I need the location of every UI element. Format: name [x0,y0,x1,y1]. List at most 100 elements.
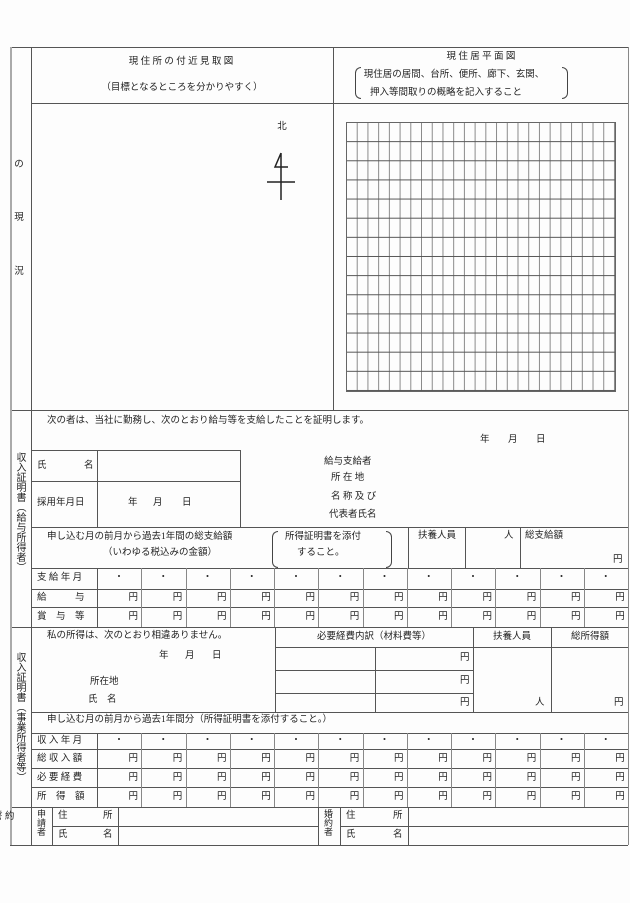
amount-cell[interactable]: 円 [570,754,581,764]
amount-cell[interactable]: 円 [438,593,448,603]
amount-cell[interactable]: 円 [570,612,581,622]
amount-cell[interactable]: 円 [349,792,360,802]
attach-note-2: すること。 [297,548,345,558]
month-cell[interactable]: ・ [246,573,257,583]
month-cell[interactable]: ・ [600,573,611,583]
month-cell[interactable]: ・ [512,736,522,746]
month-cell[interactable]: ・ [423,573,434,583]
map-subtitle: （目標となるところを分かりやすく） [101,83,263,93]
month-cell[interactable]: ・ [335,573,345,583]
amount-cell[interactable]: 円 [615,754,625,764]
amount-cell[interactable]: 円 [615,792,625,802]
month-cell[interactable]: ・ [379,573,390,583]
rule-line [407,733,408,807]
amount-cell[interactable]: 円 [216,612,227,622]
amount-cell[interactable]: 円 [570,593,581,603]
amount-cell[interactable]: 円 [128,593,138,603]
month-cell[interactable]: ・ [158,573,168,583]
amount-cell[interactable]: 円 [438,612,448,622]
amount-cell[interactable]: 円 [128,773,138,783]
amount-cell[interactable]: 円 [305,792,315,802]
amount-cell[interactable]: 円 [216,754,227,764]
month-cell[interactable]: ・ [246,736,257,746]
amount-cell[interactable]: 円 [261,773,271,783]
applicant-address-field[interactable] [119,808,317,825]
amount-cell[interactable]: 円 [482,593,492,603]
amount-cell[interactable]: 円 [349,754,360,764]
amount-cell[interactable]: 円 [349,773,360,783]
amount-cell[interactable]: 円 [615,612,625,622]
month-cell[interactable]: ・ [556,573,567,583]
amount-cell[interactable]: 円 [172,773,183,783]
employee-name-field[interactable] [98,451,239,480]
month-cell[interactable]: ・ [291,573,301,583]
amount-cell[interactable]: 円 [438,792,448,802]
amount-cell[interactable]: 円 [570,792,581,802]
month-cell[interactable]: ・ [468,573,478,583]
amount-cell[interactable]: 円 [526,773,537,783]
business-period-note: 申し込む月の前月から過去1年間分（所得証明書を添付すること。） [47,715,333,725]
month-cell[interactable]: ・ [202,573,213,583]
amount-cell[interactable]: 円 [393,792,404,802]
month-cell[interactable]: ・ [556,736,567,746]
amount-cell[interactable]: 円 [615,593,625,603]
month-cell[interactable]: ・ [335,736,345,746]
month-cell[interactable]: ・ [468,736,478,746]
month-cell[interactable]: ・ [158,736,168,746]
amount-cell[interactable]: 円 [526,754,537,764]
amount-cell[interactable]: 円 [526,593,537,603]
amount-cell[interactable]: 円 [482,792,492,802]
amount-cell[interactable]: 円 [216,773,227,783]
amount-cell[interactable]: 円 [349,612,360,622]
amount-cell[interactable]: 円 [172,612,183,622]
month-cell[interactable]: ・ [379,736,390,746]
amount-cell[interactable]: 円 [172,593,183,603]
amount-cell[interactable]: 円 [128,792,138,802]
fiance-label: 婚約者 [323,809,333,836]
amount-cell[interactable]: 円 [128,612,138,622]
amount-cell[interactable]: 円 [305,593,315,603]
amount-cell[interactable]: 円 [393,612,404,622]
amount-cell[interactable]: 円 [615,773,625,783]
amount-cell[interactable]: 円 [305,612,315,622]
floor-plan-grid[interactable] [346,122,616,392]
month-cell[interactable]: ・ [291,736,301,746]
amount-cell[interactable]: 円 [128,754,138,764]
amount-cell[interactable]: 円 [393,593,404,603]
amount-cell[interactable]: 円 [261,593,271,603]
amount-cell[interactable]: 円 [261,792,271,802]
amount-cell[interactable]: 円 [216,593,227,603]
amount-cell[interactable]: 円 [172,754,183,764]
month-cell[interactable]: ・ [600,736,611,746]
month-cell[interactable]: ・ [114,736,124,746]
amount-cell[interactable]: 円 [570,773,581,783]
applicant-name-field[interactable] [119,827,317,844]
amount-cell[interactable]: 円 [216,792,227,802]
fiance-name-field[interactable] [409,827,627,844]
amount-cell[interactable]: 円 [393,773,404,783]
amount-cell[interactable]: 円 [261,612,271,622]
rule-line [584,568,585,627]
fiance-address-field[interactable] [409,808,627,825]
amount-cell[interactable]: 円 [438,754,448,764]
amount-cell[interactable]: 円 [393,754,404,764]
amount-cell[interactable]: 円 [305,773,315,783]
rule-line [10,47,12,845]
month-cell[interactable]: ・ [202,736,213,746]
amount-cell[interactable]: 円 [482,773,492,783]
amount-cell[interactable]: 円 [172,792,183,802]
amount-cell[interactable]: 円 [526,792,537,802]
hire-date-label: 採用年月日 [37,498,85,508]
bracket-left [355,67,361,99]
amount-cell[interactable]: 円 [526,612,537,622]
amount-cell[interactable]: 円 [482,612,492,622]
amount-cell[interactable]: 円 [349,593,360,603]
amount-cell[interactable]: 円 [261,754,271,764]
amount-cell[interactable]: 円 [305,754,315,764]
month-cell[interactable]: ・ [423,736,434,746]
month-cell[interactable]: ・ [114,573,124,583]
month-cell[interactable]: ・ [512,573,522,583]
rule-line [584,733,585,807]
amount-cell[interactable]: 円 [482,754,492,764]
amount-cell[interactable]: 円 [438,773,448,783]
